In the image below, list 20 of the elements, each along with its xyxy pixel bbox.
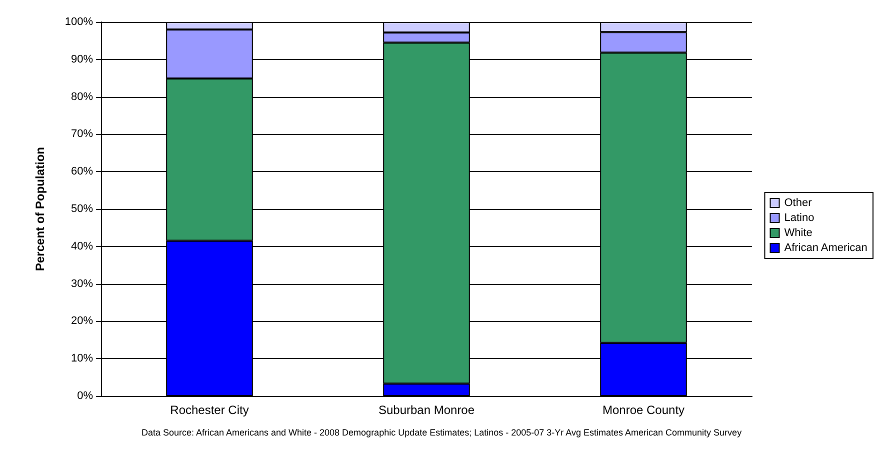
legend-label: African American xyxy=(784,242,868,254)
y-tick-label: 100% xyxy=(64,16,94,28)
source-note: Data Source: African Americans and White - 2008 Demographic Update Estimates; Latinos - 2005-07 3-Yr Avg Estimates American Community Survey xyxy=(141,428,742,438)
y-tick-label: 80% xyxy=(70,90,94,103)
legend-label: White xyxy=(784,227,812,239)
y-tick-label: 90% xyxy=(70,53,94,66)
x-tick-label: Suburban Monroe xyxy=(378,403,475,417)
x-tick-label: Rochester City xyxy=(170,403,249,417)
y-tick-label: 60% xyxy=(70,166,94,178)
y-tick-label: 40% xyxy=(70,240,94,252)
y-tick-label: 50% xyxy=(70,203,94,215)
y-tick-label: 20% xyxy=(70,315,94,328)
legend-label: Latino xyxy=(784,212,814,224)
x-tick-label: Monroe County xyxy=(602,403,685,417)
y-tick-label: 70% xyxy=(70,128,94,140)
y-axis-title: Percent of Population xyxy=(33,146,47,272)
legend-label: Other xyxy=(784,197,812,209)
y-tick-label: 30% xyxy=(70,278,94,290)
y-tick-label: 10% xyxy=(70,352,94,365)
y-tick-label: 0% xyxy=(77,390,94,402)
